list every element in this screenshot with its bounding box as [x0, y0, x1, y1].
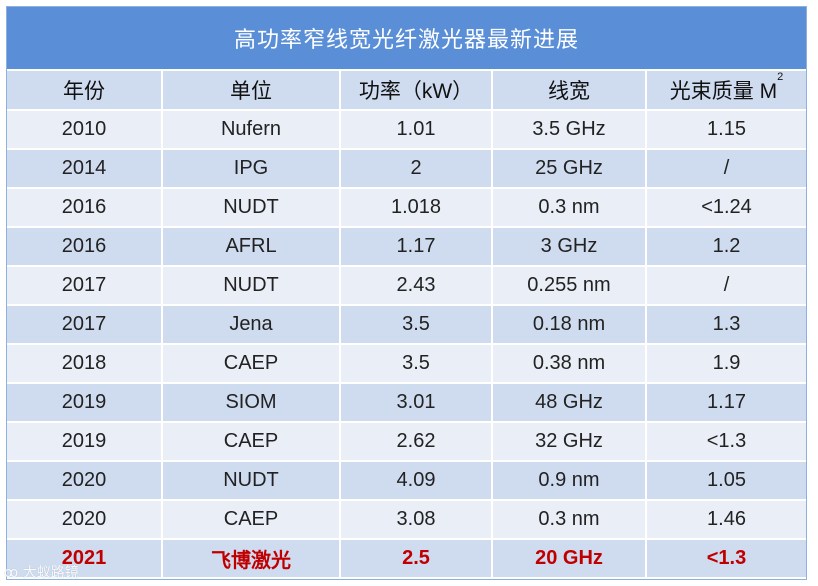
cell-power: 3.5 [340, 305, 493, 345]
cell-unit: Jena [162, 305, 341, 345]
cell-unit: NUDT [162, 461, 341, 501]
cell-beam-quality: 1.2 [646, 227, 806, 267]
table-row: 2017 Jena 3.5 0.18 nm 1.3 [7, 305, 806, 345]
cell-beam-quality: 1.9 [646, 344, 806, 384]
cell-year: 2021 [7, 539, 163, 579]
cell-beam-quality: <1.3 [646, 422, 806, 462]
cell-unit: NUDT [162, 266, 341, 306]
cell-year: 2019 [7, 422, 163, 462]
table-row: 2016 AFRL 1.17 3 GHz 1.2 [7, 227, 806, 267]
cell-beam-quality: <1.3 [646, 539, 806, 579]
cell-unit: Nufern [162, 110, 341, 150]
cell-power: 2.43 [340, 266, 493, 306]
cell-year: 2010 [7, 110, 163, 150]
cell-beam-quality: / [646, 149, 806, 189]
cell-power: 1.01 [340, 110, 493, 150]
cell-unit: CAEP [162, 344, 341, 384]
cell-beam-quality: 1.46 [646, 500, 806, 540]
table-row: 2018 CAEP 3.5 0.38 nm 1.9 [7, 344, 806, 384]
cell-year: 2019 [7, 383, 163, 423]
cell-power: 2.5 [340, 539, 493, 579]
cell-power: 3.01 [340, 383, 493, 423]
cell-beam-quality: / [646, 266, 806, 306]
cell-beam-quality: <1.24 [646, 188, 806, 228]
table-row: 2017 NUDT 2.43 0.255 nm / [7, 266, 806, 306]
table-row: 2020 CAEP 3.08 0.3 nm 1.46 [7, 500, 806, 540]
table-row: 2019 CAEP 2.62 32 GHz <1.3 [7, 422, 806, 462]
cell-unit: IPG [162, 149, 341, 189]
cell-linewidth: 48 GHz [492, 383, 647, 423]
cell-year: 2017 [7, 266, 163, 306]
cell-linewidth: 25 GHz [492, 149, 647, 189]
table-title: 高功率窄线宽光纤激光器最新进展 [7, 7, 806, 71]
cell-linewidth: 0.9 nm [492, 461, 647, 501]
watermark-logo-icon: ꝏ [4, 565, 19, 581]
cell-year: 2014 [7, 149, 163, 189]
cell-year: 2020 [7, 461, 163, 501]
cell-linewidth: 32 GHz [492, 422, 647, 462]
cell-power: 2.62 [340, 422, 493, 462]
cell-year: 2016 [7, 227, 163, 267]
table-row: 2010 Nufern 1.01 3.5 GHz 1.15 [7, 110, 806, 150]
cell-linewidth: 3 GHz [492, 227, 647, 267]
cell-year: 2016 [7, 188, 163, 228]
header-year: 年份 [7, 71, 163, 111]
cell-unit: CAEP [162, 422, 341, 462]
cell-unit: CAEP [162, 500, 341, 540]
table-row: 2014 IPG 2 25 GHz / [7, 149, 806, 189]
cell-power: 4.09 [340, 461, 493, 501]
cell-unit: 飞博激光 [162, 539, 341, 579]
highlight-row: 2021 飞博激光 2.5 20 GHz <1.3 [7, 539, 806, 579]
cell-linewidth: 20 GHz [492, 539, 647, 579]
header-row: 年份 单位 功率（kW） 线宽 光束质量 M2 [7, 71, 806, 111]
cell-linewidth: 0.38 nm [492, 344, 647, 384]
cell-beam-quality: 1.17 [646, 383, 806, 423]
cell-power: 2 [340, 149, 493, 189]
cell-year: 2018 [7, 344, 163, 384]
watermark-text: 大蚁路镜 [22, 565, 79, 581]
cell-power: 1.17 [340, 227, 493, 267]
table-row: 2019 SIOM 3.01 48 GHz 1.17 [7, 383, 806, 423]
table-row: 2016 NUDT 1.018 0.3 nm <1.24 [7, 188, 806, 228]
cell-linewidth: 0.3 nm [492, 500, 647, 540]
table-row: 2020 NUDT 4.09 0.9 nm 1.05 [7, 461, 806, 501]
data-table: 高功率窄线宽光纤激光器最新进展 年份 单位 功率（kW） 线宽 光束质量 M2 … [6, 6, 807, 580]
cell-linewidth: 3.5 GHz [492, 110, 647, 150]
cell-unit: AFRL [162, 227, 341, 267]
cell-beam-quality: 1.3 [646, 305, 806, 345]
table-body: 年份 单位 功率（kW） 线宽 光束质量 M2 2010 Nufern 1.01… [7, 71, 806, 579]
cell-beam-quality: 1.05 [646, 461, 806, 501]
header-linewidth: 线宽 [492, 71, 647, 111]
header-beam-quality-label: 光束质量 M [669, 80, 778, 103]
cell-unit: NUDT [162, 188, 341, 228]
cell-linewidth: 0.255 nm [492, 266, 647, 306]
header-power: 功率（kW） [340, 71, 493, 111]
cell-year: 2017 [7, 305, 163, 345]
cell-year: 2020 [7, 500, 163, 540]
cell-beam-quality: 1.15 [646, 110, 806, 150]
cell-linewidth: 0.18 nm [492, 305, 647, 345]
cell-power: 3.5 [340, 344, 493, 384]
header-beam-quality: 光束质量 M2 [646, 71, 806, 111]
header-superscript: 2 [777, 71, 784, 83]
cell-unit: SIOM [162, 383, 341, 423]
cell-linewidth: 0.3 nm [492, 188, 647, 228]
cell-power: 1.018 [340, 188, 493, 228]
watermark: ꝏ 大蚁路镜 [4, 562, 79, 582]
header-unit: 单位 [162, 71, 341, 111]
cell-power: 3.08 [340, 500, 493, 540]
